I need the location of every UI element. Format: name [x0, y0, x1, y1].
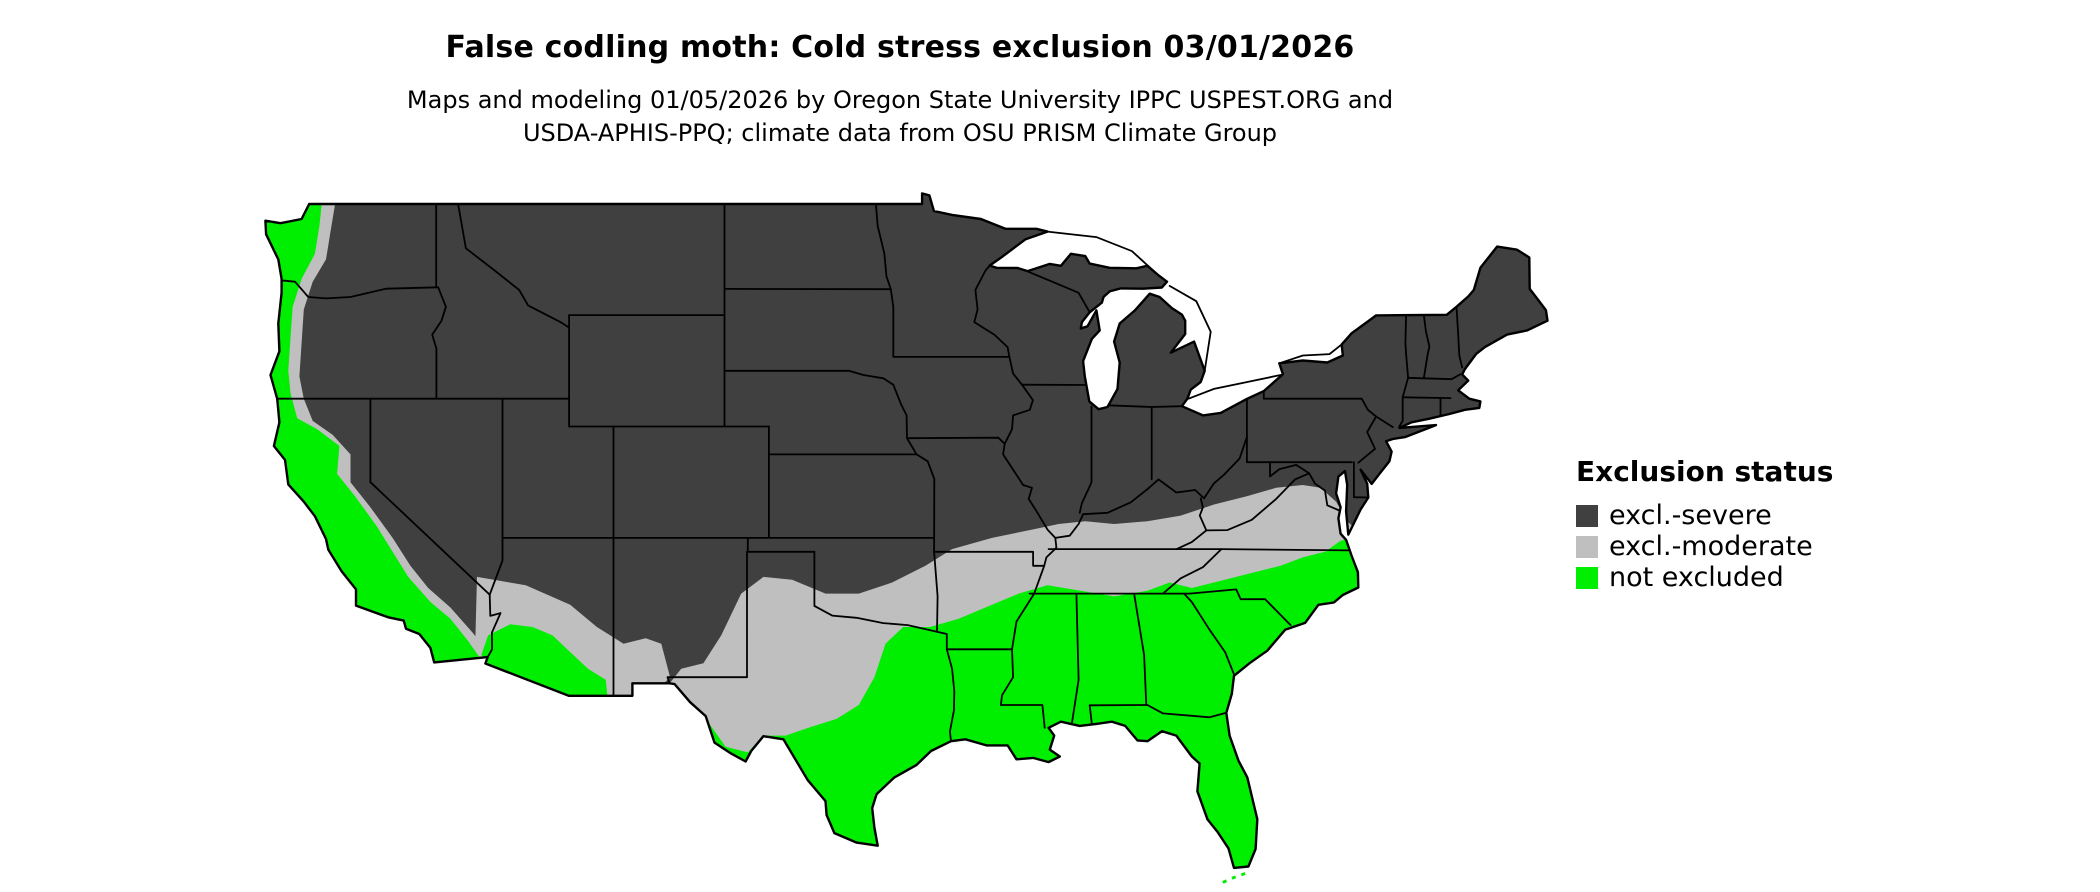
legend-item-not-excluded: not excluded: [1576, 562, 1833, 593]
state-border: [1353, 461, 1370, 499]
state-border: [1026, 270, 1091, 314]
state-border: [1071, 592, 1080, 724]
state-border: [369, 397, 502, 658]
conus-outline: [264, 192, 1549, 870]
state-border: [723, 369, 895, 386]
lake-border: [1187, 374, 1282, 400]
state-border: [666, 550, 748, 685]
state-border: [1133, 592, 1148, 706]
state-border: [1375, 415, 1394, 428]
subtitle-line-1: Maps and modeling 01/05/2026 by Oregon S…: [406, 86, 1394, 114]
state-border: [1198, 497, 1208, 532]
state-border: [936, 630, 956, 743]
state-border: [933, 550, 939, 633]
state-border: [279, 279, 440, 300]
legend-label-severe: excl.-severe: [1609, 500, 1772, 531]
subtitle-line-2: USDA-APHIS-PPQ; climate data from OSU PR…: [522, 119, 1278, 147]
legend-swatch-moderate: [1576, 535, 1598, 558]
state-border: [1088, 704, 1093, 726]
state-border: [1054, 436, 1248, 539]
legend-label-not-excluded: not excluded: [1609, 562, 1784, 593]
state-border: [1269, 461, 1310, 478]
state-border: [1088, 704, 1228, 719]
us-map: [264, 192, 1549, 886]
legend-title: Exclusion status: [1576, 455, 1834, 488]
state-border: [875, 203, 892, 291]
state-border: [889, 288, 1011, 358]
region-not-excluded: [683, 537, 1392, 868]
page-title: False codling moth: Cold stress exclusio…: [445, 30, 1355, 65]
legend-swatch-severe: [1576, 504, 1598, 527]
state-border: [1407, 373, 1462, 381]
legend-item-severe: excl.-severe: [1576, 500, 1833, 531]
legend-swatch-not-excluded: [1576, 566, 1598, 589]
state-border: [1401, 396, 1452, 399]
state-border: [1205, 472, 1310, 532]
state-border: [1455, 305, 1464, 369]
state-border: [1357, 415, 1377, 464]
legend: Exclusion status excl.-severe excl.-mode…: [1576, 455, 1833, 593]
lake-border: [1168, 285, 1212, 372]
state-border: [813, 605, 938, 633]
state-border: [1106, 404, 1183, 408]
state-border: [1175, 529, 1208, 550]
state-border: [1262, 390, 1377, 418]
state-border: [457, 203, 570, 329]
florida-keys: [1217, 872, 1246, 886]
state-border: [933, 550, 1046, 567]
state-border: [1422, 313, 1431, 380]
state-border: [973, 264, 1058, 567]
state-border: [431, 286, 447, 400]
region-not-excluded: [481, 624, 608, 703]
lake-border: [1278, 343, 1343, 365]
lake-border: [1046, 230, 1159, 276]
legend-item-moderate: excl.-moderate: [1576, 531, 1833, 562]
state-border: [906, 436, 1006, 445]
state-border: [1162, 548, 1223, 595]
state-border: [488, 397, 504, 596]
map-subtitle: Maps and modeling 01/05/2026 by Oregon S…: [0, 84, 1800, 150]
state-border: [1000, 704, 1046, 729]
state-border: [1188, 588, 1292, 626]
legend-label-moderate: excl.-moderate: [1609, 531, 1813, 562]
state-border: [1078, 405, 1093, 514]
state-border: [1308, 472, 1343, 513]
state-border: [1183, 592, 1235, 676]
